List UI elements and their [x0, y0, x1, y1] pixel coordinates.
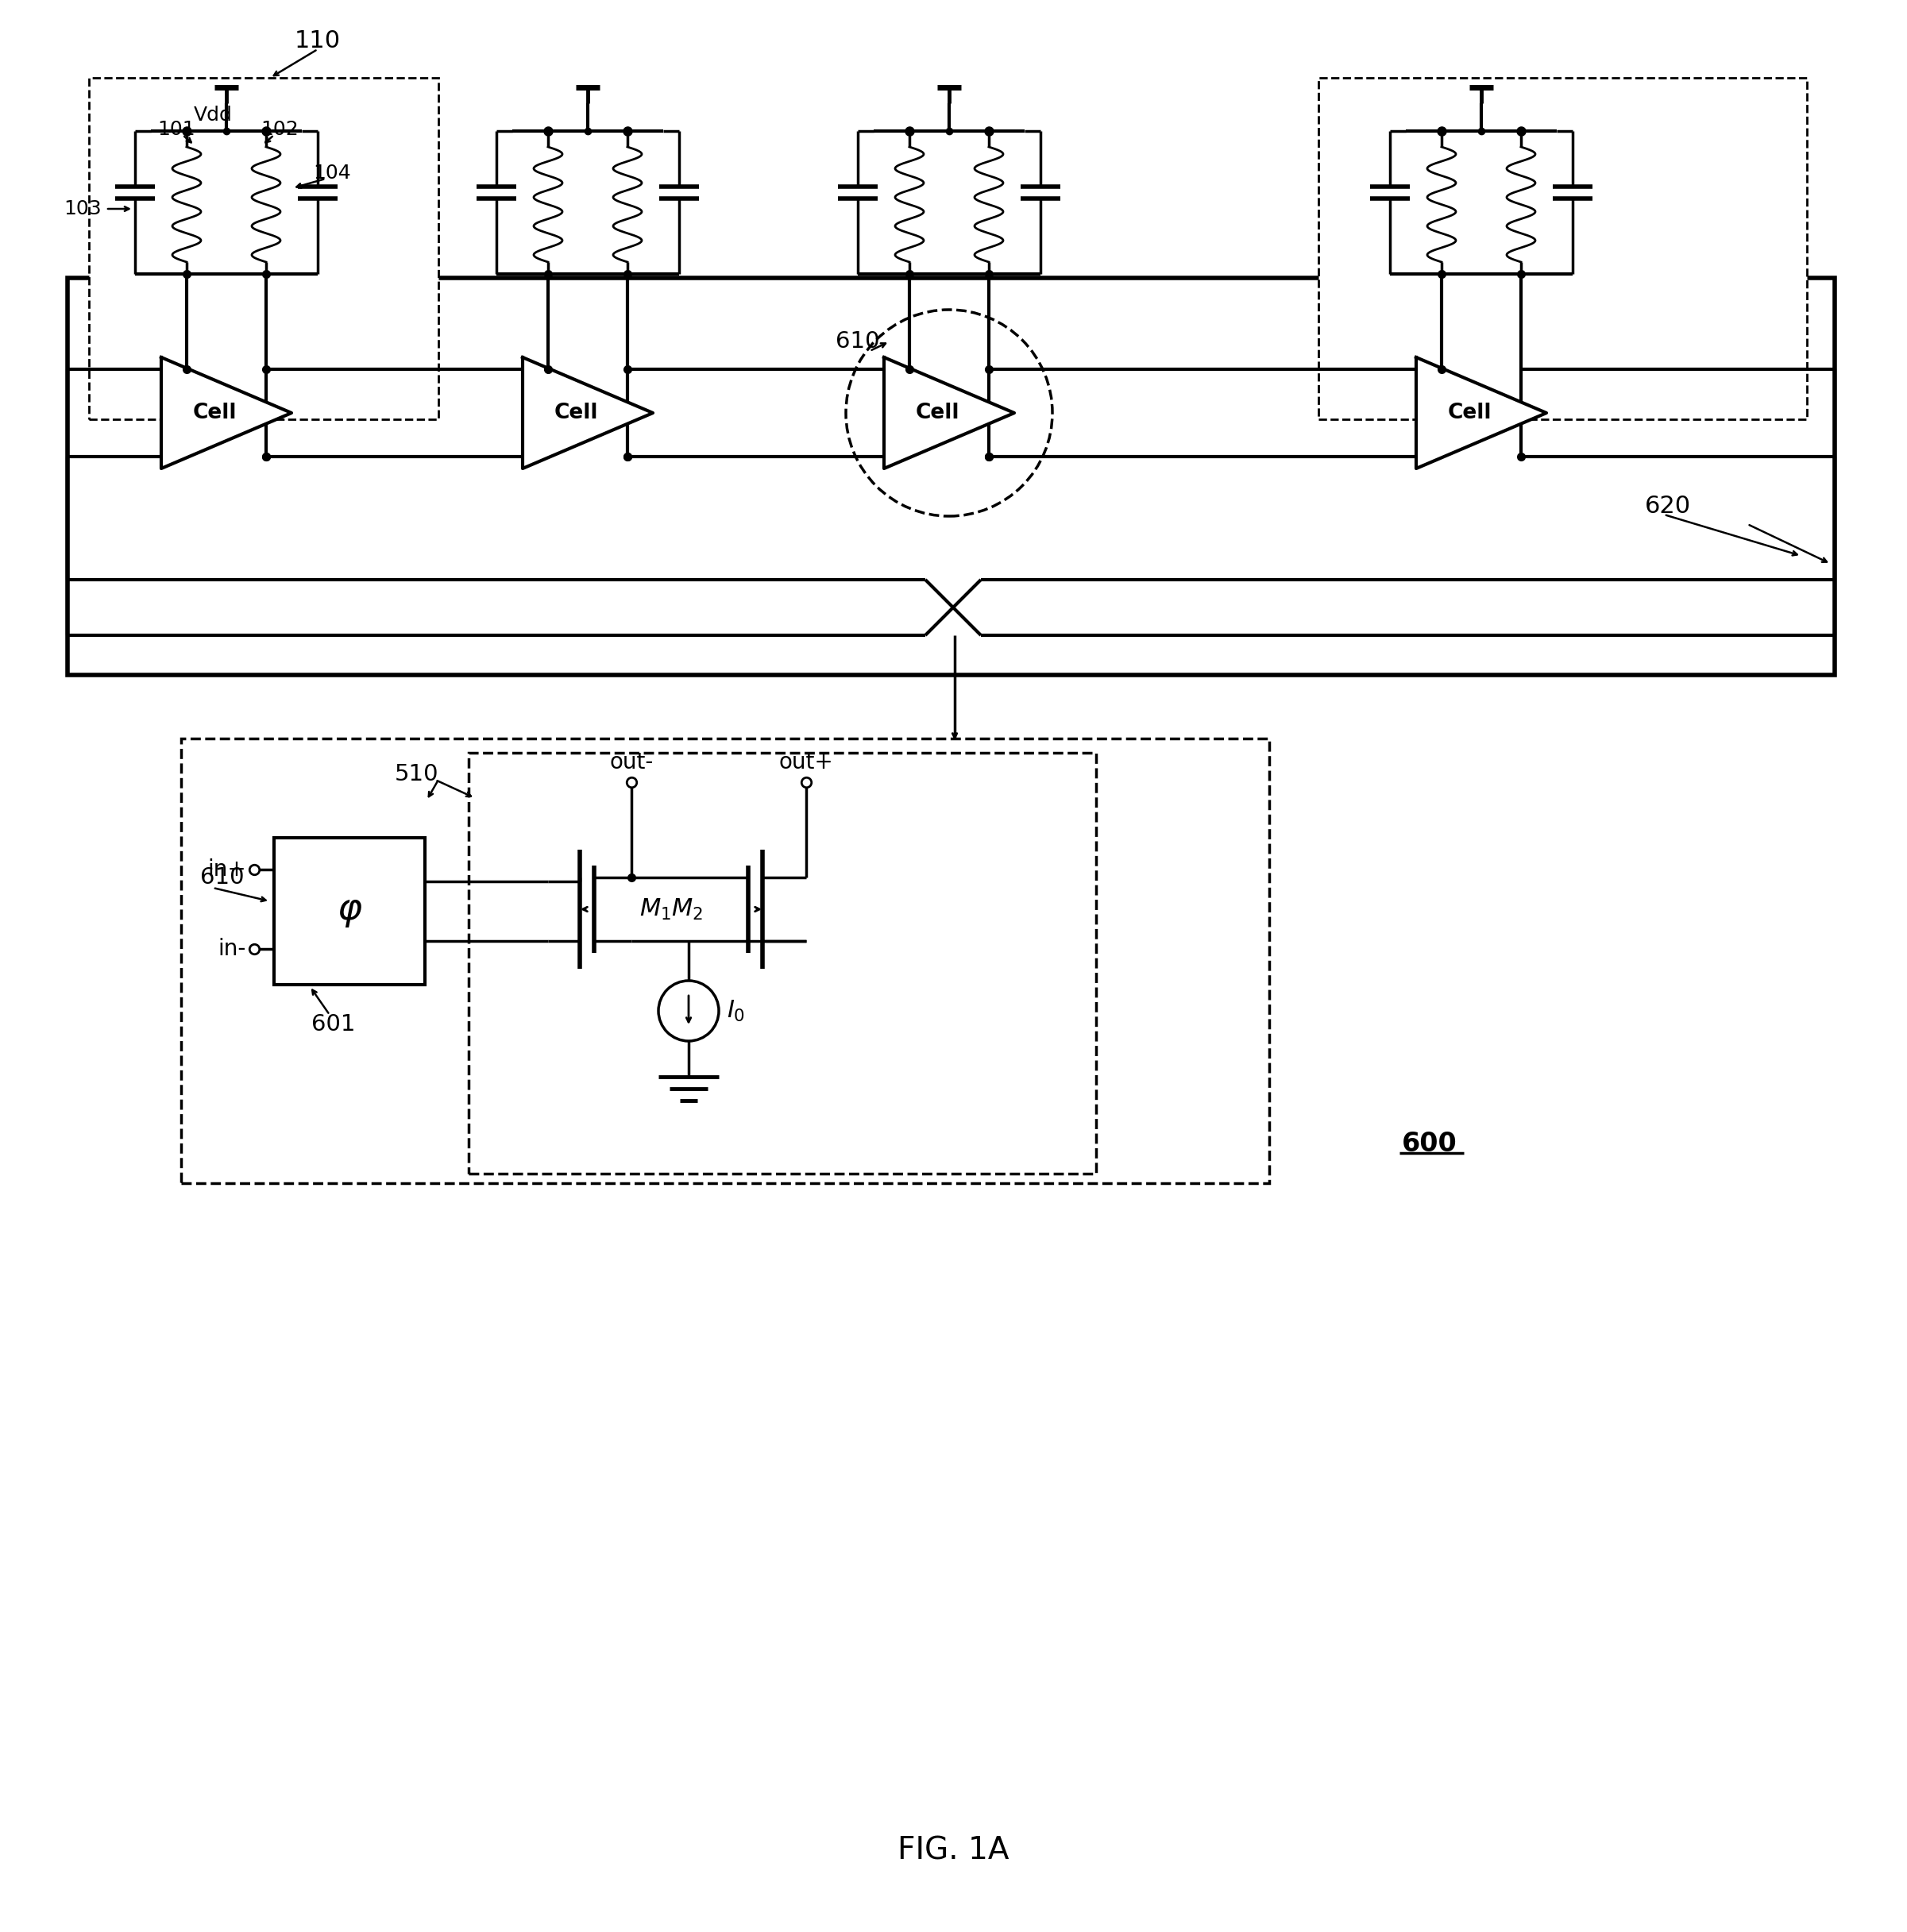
Text: $M_1$: $M_1$: [639, 896, 671, 922]
Polygon shape: [523, 357, 652, 468]
Text: Cell: Cell: [193, 402, 236, 423]
Bar: [67, 278, 1835, 674]
Text: 102: 102: [261, 120, 299, 139]
Text: out-: out-: [610, 752, 654, 773]
Text: 600: 600: [1402, 1130, 1457, 1157]
Text: in-: in-: [217, 937, 246, 960]
Polygon shape: [1417, 357, 1547, 468]
Text: Cell: Cell: [915, 402, 959, 423]
Text: 610: 610: [835, 330, 879, 352]
Text: 610: 610: [200, 866, 244, 889]
Text: $M_2$: $M_2$: [671, 896, 704, 922]
Text: 101: 101: [158, 120, 195, 139]
Bar: [469, 753, 1097, 1173]
Text: 110: 110: [294, 29, 341, 52]
Text: Cell: Cell: [1447, 402, 1491, 423]
Text: 510: 510: [395, 763, 439, 784]
Polygon shape: [885, 357, 1015, 468]
Text: FIG. 1A: FIG. 1A: [898, 1835, 1009, 1864]
Text: 104: 104: [313, 164, 351, 184]
Text: in+: in+: [208, 858, 246, 881]
Bar: [181, 738, 1270, 1182]
Polygon shape: [162, 357, 292, 468]
Bar: [275, 838, 425, 985]
Text: 620: 620: [1646, 495, 1692, 518]
Text: 103: 103: [63, 199, 101, 218]
Text: 601: 601: [311, 1012, 355, 1036]
Bar: [1318, 77, 1808, 419]
Text: $\varphi$: $\varphi$: [336, 893, 362, 929]
Text: out+: out+: [778, 752, 833, 773]
Text: $I_0$: $I_0$: [727, 999, 746, 1024]
Bar: [90, 77, 439, 419]
Text: Vdd: Vdd: [193, 106, 233, 126]
Text: Cell: Cell: [553, 402, 599, 423]
